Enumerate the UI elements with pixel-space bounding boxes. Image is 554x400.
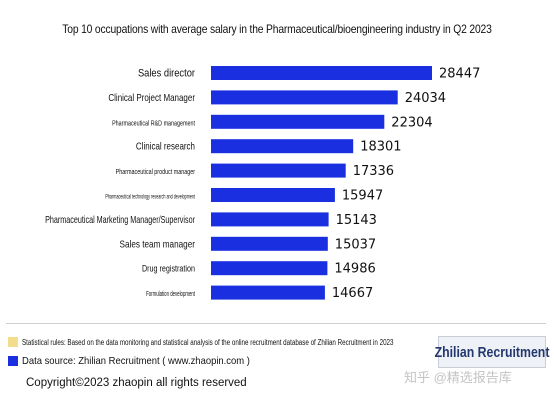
category-label: Clinical research [136, 141, 195, 152]
category-label: Pharmaceutical technology research and d… [105, 194, 195, 201]
value-label: 17336 [353, 164, 394, 179]
bar [211, 285, 325, 300]
value-label: 15947 [342, 189, 383, 204]
data-source-text: Data source: Zhilian Recruitment ( www.z… [22, 355, 250, 367]
category-label: Formulation development [146, 291, 195, 298]
value-label: 18301 [360, 140, 401, 155]
logo-text: Zhilian Recruitment [434, 343, 550, 361]
value-label: 14986 [334, 262, 375, 277]
value-label: 28447 [439, 67, 480, 82]
chart-title: Top 10 occupations with average salary i… [62, 22, 492, 36]
separator-line [6, 323, 546, 324]
statistical-rules-marker [8, 337, 18, 347]
category-label: Pharmaceutical R&D management [112, 120, 195, 128]
bar [211, 261, 328, 276]
value-label: 15037 [335, 237, 376, 252]
bar [211, 163, 346, 178]
statistical-rules-text: Statistical rules: Based on the data mon… [22, 337, 394, 347]
category-label: Pharmaceutical product manager [116, 168, 196, 176]
bar [211, 66, 432, 80]
bar-chart: Sales director 28447 Clinical Project Mana… [45, 66, 480, 301]
value-label: 14667 [332, 286, 373, 301]
copyright-text: Copyright©2023 zhaopin all rights reserv… [26, 377, 247, 389]
bar [211, 90, 398, 105]
bar [211, 236, 328, 251]
value-label: 24034 [405, 91, 446, 106]
bar [211, 188, 335, 202]
zhilian-logo: Zhilian Recruitment [435, 336, 549, 368]
category-label: Sales director [138, 68, 196, 80]
watermark: 知乎 @精选报告库 [404, 370, 512, 385]
bar [211, 212, 329, 227]
category-label: Sales team manager [119, 239, 195, 250]
category-label: Pharmaceutical Marketing Manager/Supervi… [45, 214, 195, 225]
data-source-note: Data source: Zhilian Recruitment ( www.z… [8, 355, 275, 367]
data-source-marker [8, 356, 18, 366]
bar [211, 139, 354, 154]
category-label: Clinical Project Manager [108, 92, 195, 103]
value-label: 22304 [391, 115, 432, 130]
value-label: 15143 [336, 213, 377, 228]
bar [211, 114, 385, 129]
category-label: Drug registration [142, 264, 195, 274]
statistical-rules-note: Statistical rules: Based on the data mon… [8, 337, 498, 347]
